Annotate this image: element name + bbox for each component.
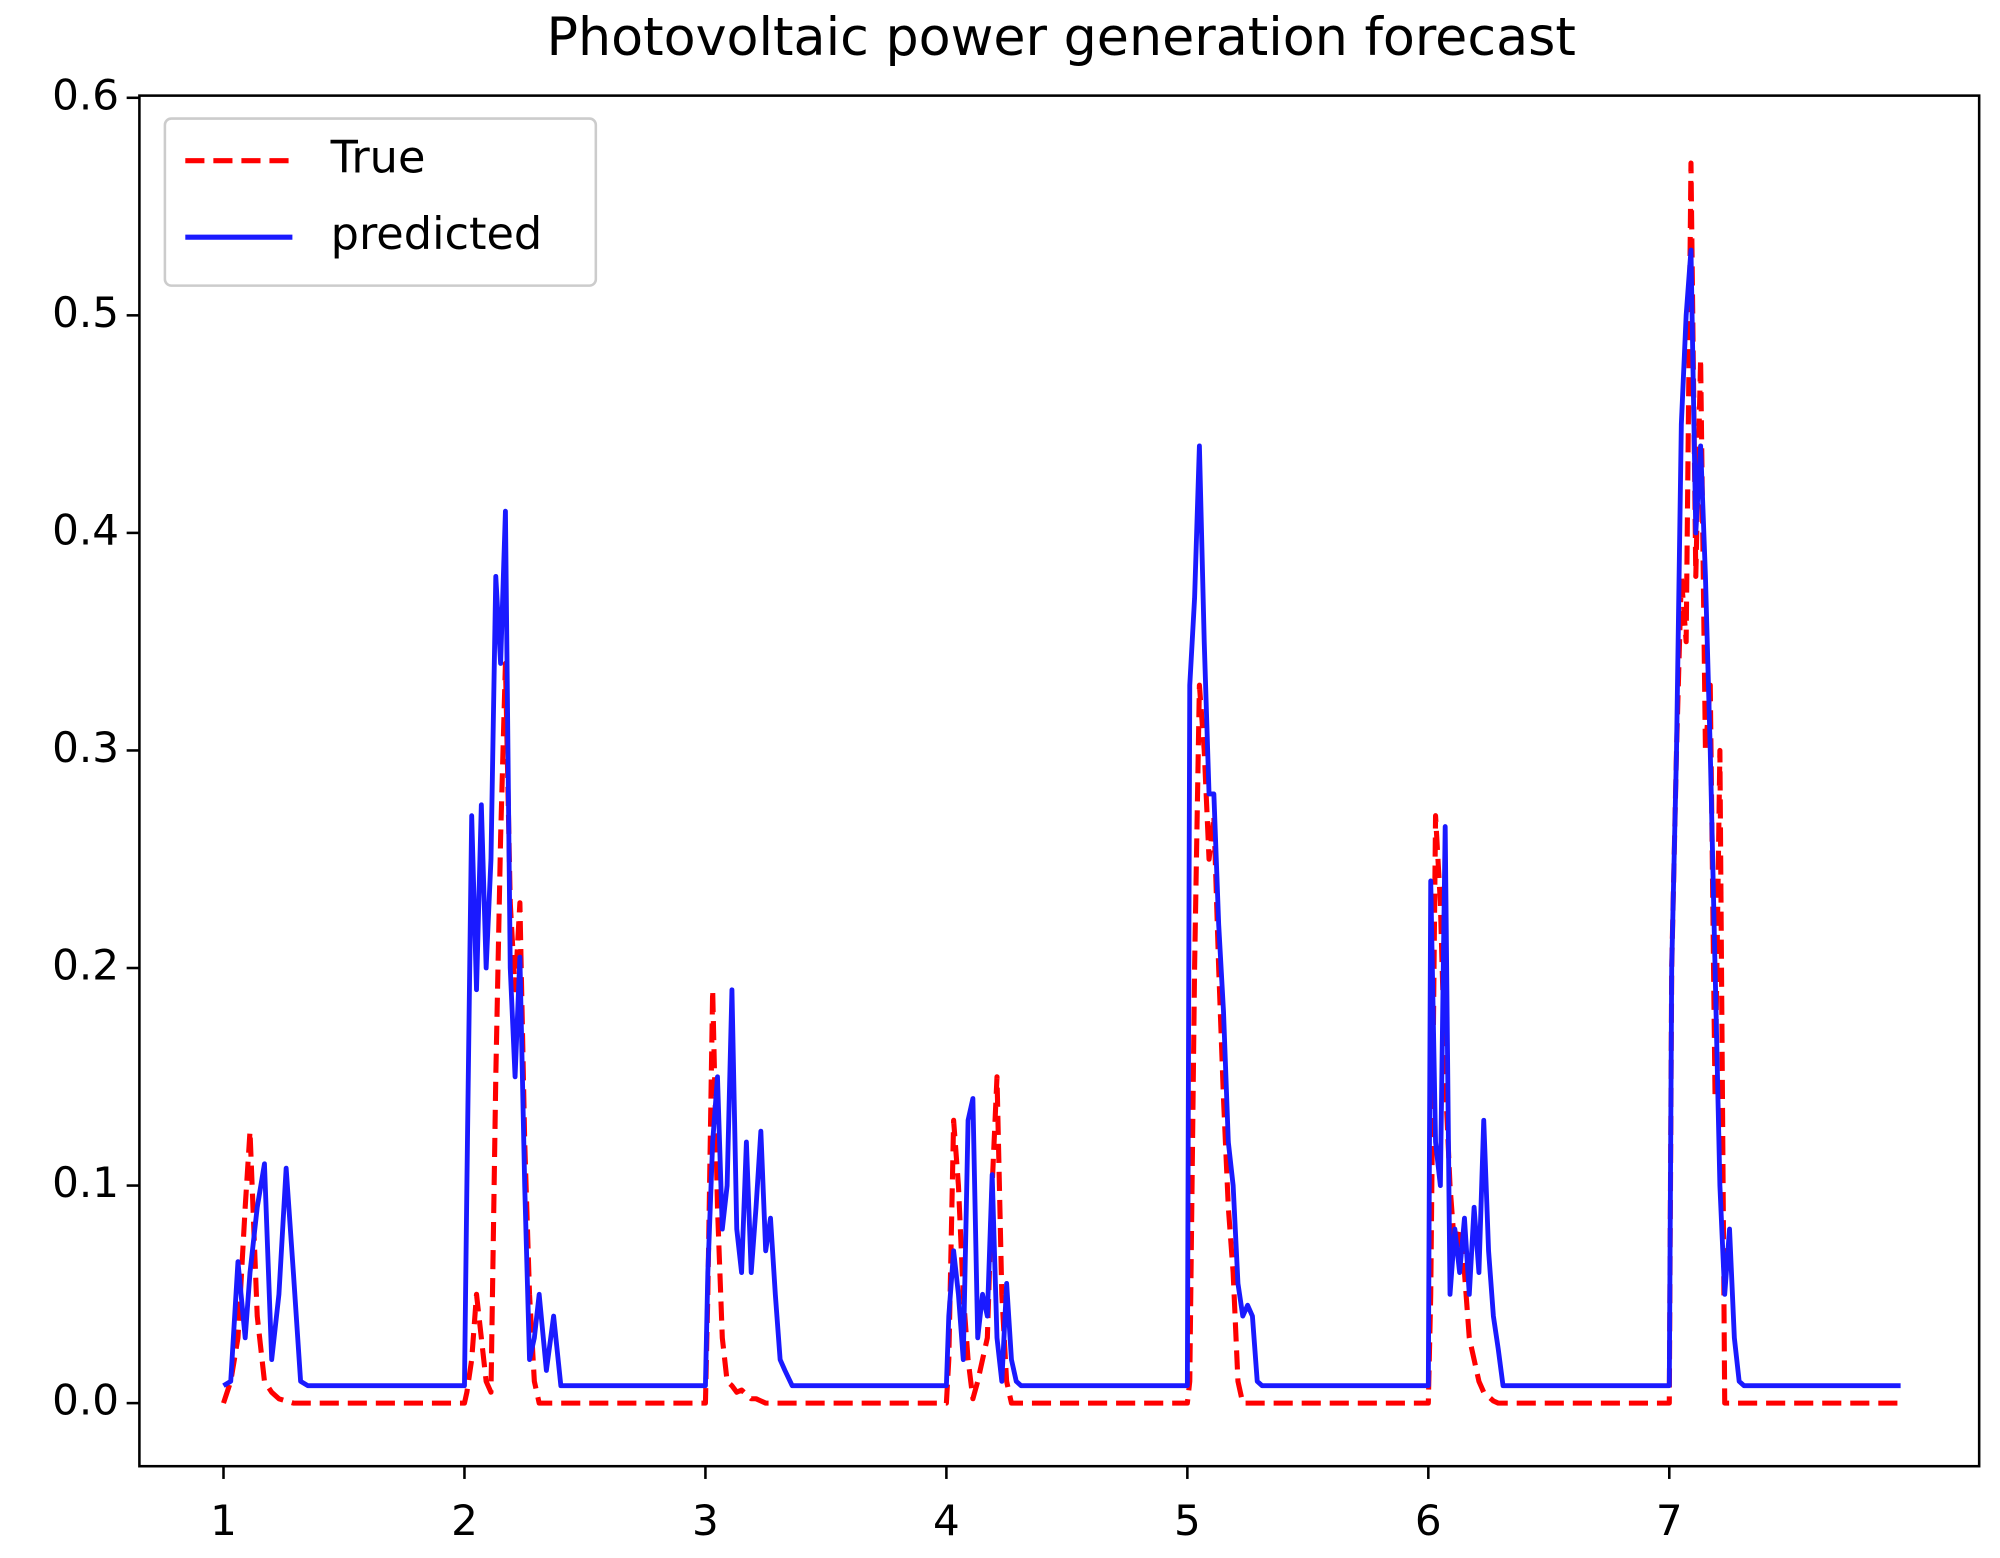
y-tick-label: 0.4 [52,505,119,554]
legend-label: predicted [331,208,543,260]
y-tick-label: 0.2 [52,941,119,990]
y-tick-label: 0.5 [52,288,119,337]
x-tick-label: 5 [1174,1496,1201,1545]
x-tick-label: 6 [1415,1496,1442,1545]
legend-label: True [330,132,426,184]
y-tick-label: 0.1 [52,1158,119,1207]
axes-frame [138,94,1981,1468]
x-tick-label: 7 [1656,1496,1683,1545]
y-tick-label: 0.3 [52,723,119,772]
legend: True predicted [163,117,598,287]
chart-title: Photovoltaic power generation forecast [547,7,1576,68]
y-tick-label: 0.6 [52,70,119,119]
x-tick-label: 2 [451,1496,478,1545]
series-line [221,160,1901,1406]
x-tick-label: 4 [933,1496,960,1545]
x-tick-label: 3 [692,1496,719,1545]
y-tick-label: 0.0 [52,1376,119,1425]
series-line [222,247,1901,1389]
x-tick-label: 1 [210,1496,237,1545]
plot-area [139,95,1980,1467]
